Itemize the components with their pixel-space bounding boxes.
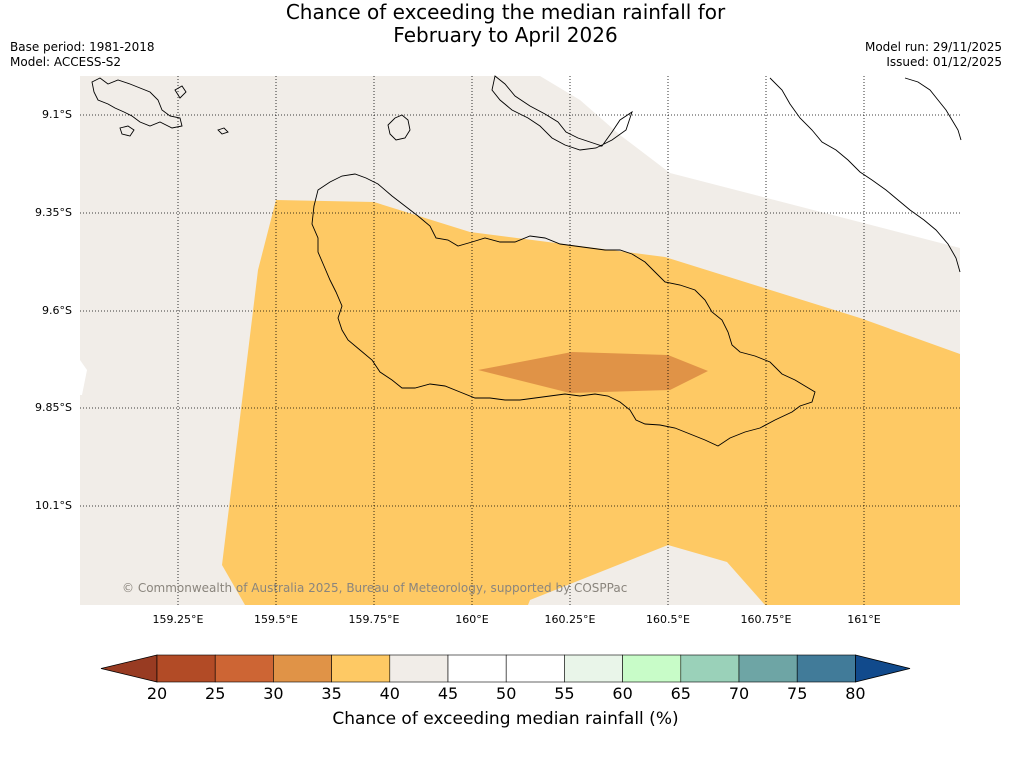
colorbar-tick-label: 75 bbox=[787, 684, 808, 703]
region-35-40 bbox=[222, 200, 960, 605]
longitude-label: 160°E bbox=[455, 613, 489, 626]
longitude-label: 161°E bbox=[847, 613, 881, 626]
title-line-2: February to April 2026 bbox=[393, 23, 618, 47]
colorbar-tick-label: 45 bbox=[437, 684, 459, 703]
meta-left: Base period: 1981-2018 Model: ACCESS-S2 bbox=[10, 40, 155, 70]
region-30-35 bbox=[478, 352, 708, 393]
colorbar-segment bbox=[796, 654, 856, 683]
colorbar-tick-label: 70 bbox=[728, 684, 750, 703]
colorbar-segment bbox=[331, 654, 391, 683]
coastlines bbox=[91, 75, 962, 447]
colorbar-tick-label: 60 bbox=[612, 684, 633, 703]
colorbar-segment bbox=[505, 654, 565, 683]
colorbar-segment bbox=[680, 654, 740, 683]
colorbar-segment bbox=[214, 654, 274, 683]
colorbar-tick-label: 80 bbox=[845, 684, 866, 703]
base-period: Base period: 1981-2018 bbox=[10, 40, 155, 54]
longitude-label: 159.25°E bbox=[152, 613, 204, 626]
longitude-label: 159.5°E bbox=[254, 613, 298, 626]
colorbar-segment bbox=[738, 654, 798, 683]
colorbar-segment bbox=[447, 654, 507, 683]
colorbar-segment bbox=[622, 654, 682, 683]
model-run: Model run: 29/11/2025 bbox=[864, 40, 1002, 54]
coastline-malaita bbox=[491, 75, 633, 151]
coastline-east bbox=[769, 77, 961, 273]
coastline-guadalcanal bbox=[311, 173, 816, 447]
colorbar-tick-label: 40 bbox=[379, 684, 400, 703]
graticule bbox=[80, 76, 961, 605]
issued-date: Issued: 01/12/2025 bbox=[886, 55, 1002, 69]
colorbar-tick-label: 55 bbox=[554, 684, 575, 703]
colorbar-segment bbox=[273, 654, 332, 683]
coastline-islet bbox=[217, 127, 229, 135]
longitude-label: 160.25°E bbox=[544, 613, 596, 626]
coastline-islet bbox=[387, 114, 411, 141]
colorbar-tick-label: 30 bbox=[263, 684, 284, 703]
longitude-label: 160.75°E bbox=[740, 613, 792, 626]
colorbar-segment bbox=[389, 654, 449, 683]
longitude-label: 159.75°E bbox=[348, 613, 400, 626]
colorbar-title: Chance of exceeding median rainfall (%) bbox=[332, 709, 679, 729]
latitude-label: 10.1°S bbox=[35, 499, 72, 512]
colorbar-tick-label: 20 bbox=[146, 684, 168, 703]
coastline-islet bbox=[174, 85, 187, 99]
colorbar-segment bbox=[564, 654, 623, 683]
latitude-label: 9.1°S bbox=[42, 108, 72, 121]
colorbar bbox=[100, 654, 911, 683]
colorbar-tick-label: 65 bbox=[670, 684, 691, 703]
colorbar-over-arrow bbox=[855, 654, 911, 683]
meta-right: Model run: 29/11/2025 Issued: 01/12/2025 bbox=[865, 40, 1002, 70]
map-title: Chance of exceeding the median rainfall … bbox=[0, 1, 1011, 47]
title-line-1: Chance of exceeding the median rainfall … bbox=[285, 0, 726, 24]
copyright-text: © Commonwealth of Australia 2025, Bureau… bbox=[122, 581, 627, 595]
longitude-label: 160.5°E bbox=[646, 613, 690, 626]
colorbar-under-arrow bbox=[100, 654, 158, 683]
coastline-east-north bbox=[904, 77, 962, 141]
colorbar-tick-label: 25 bbox=[205, 684, 226, 703]
region-45-50-left bbox=[80, 360, 87, 395]
colorbar-segment bbox=[156, 654, 216, 683]
colorbar-tick-label: 50 bbox=[496, 684, 517, 703]
latitude-label: 9.85°S bbox=[35, 401, 72, 414]
latitude-label: 9.6°S bbox=[42, 304, 72, 317]
colorbar-tick-label: 35 bbox=[321, 684, 342, 703]
coastline-islet bbox=[119, 125, 135, 137]
coastline-florida-islands bbox=[91, 77, 183, 129]
latitude-label: 9.35°S bbox=[35, 206, 72, 219]
model-name: Model: ACCESS-S2 bbox=[10, 55, 122, 69]
